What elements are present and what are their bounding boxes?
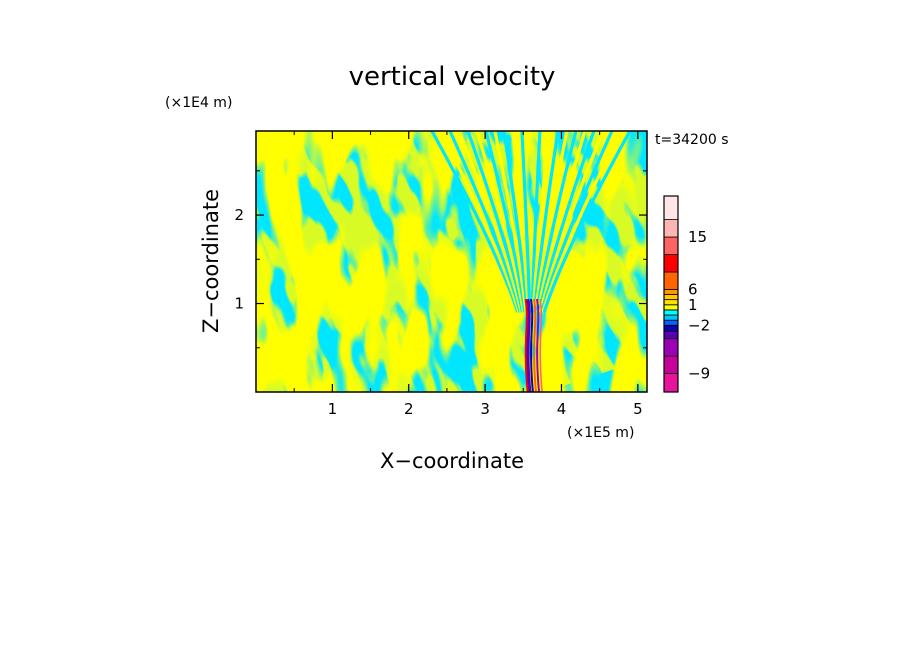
wave-stripe	[535, 131, 578, 313]
wave-core-line	[526, 298, 532, 392]
y-axis-title: Z−coordinate	[199, 189, 223, 333]
colorbar-band	[663, 314, 679, 321]
x-axis-title: X−coordinate	[380, 449, 524, 473]
y-unit-label: (×1E4 m)	[165, 95, 232, 111]
wave-stripe	[430, 131, 520, 313]
wave-stripe	[534, 131, 569, 313]
wave-stripe	[531, 131, 551, 313]
colorbar-band	[663, 299, 679, 306]
colorbar: −9 −2 16 15	[663, 195, 710, 393]
wave-core-line	[529, 298, 534, 392]
wave-stripe	[532, 131, 560, 313]
wave-stripe	[536, 131, 587, 313]
wave-stripe	[457, 131, 523, 313]
x-tick-label: 4	[557, 400, 567, 418]
x-unit-label: (×1E5 m)	[567, 425, 634, 441]
colorbar-frame	[663, 195, 679, 393]
wave-stripe	[542, 131, 632, 313]
colorbar-band	[663, 288, 679, 295]
wave-stripe	[493, 131, 528, 313]
colorbar-band	[663, 219, 679, 238]
wave-stripe	[484, 131, 527, 313]
x-tick-label: 3	[480, 400, 490, 418]
x-tick-label: 5	[633, 400, 643, 418]
colorbar-band	[663, 304, 679, 311]
colorbar-band	[663, 338, 679, 357]
axis-ticks: 1 2 3 4 5 1 2	[234, 131, 647, 418]
wave-stripe	[439, 131, 521, 313]
colorbar-band	[663, 294, 679, 301]
colorbar-label: −9	[688, 365, 710, 383]
wave-core-line	[524, 298, 529, 392]
colorbar-label: 15	[688, 228, 707, 246]
time-label: t=34200 s	[655, 132, 729, 148]
wave-stripe	[530, 131, 542, 313]
wave-stripe	[537, 131, 596, 313]
y-tick-label: 1	[234, 295, 244, 313]
contour-field	[256, 131, 647, 392]
field-positive-layer-tilted	[256, 131, 647, 392]
x-tick-label: 1	[328, 400, 338, 418]
colorbar-label: −2	[688, 316, 710, 334]
colorbar-band	[663, 254, 679, 273]
chart-title: vertical velocity	[349, 62, 556, 92]
colorbar-band	[663, 355, 679, 374]
colorbar-band	[663, 309, 679, 316]
wave-stripe	[502, 131, 529, 313]
colorbar-band	[663, 331, 679, 340]
wave-stripe	[448, 131, 522, 313]
y-tick-label: 2	[234, 206, 244, 224]
wave-stripe	[466, 131, 525, 313]
colorbar-band	[663, 236, 679, 255]
colorbar-band	[663, 271, 679, 290]
wave-stripe	[511, 131, 531, 313]
wave-stripe	[475, 131, 526, 313]
colorbar-label: 1	[688, 296, 698, 314]
wave-core-line	[532, 298, 537, 392]
x-tick-label: 2	[404, 400, 414, 418]
colorbar-band	[663, 195, 679, 221]
plot-frame	[255, 130, 648, 393]
wave-stripe	[520, 131, 532, 313]
colorbar-band	[663, 324, 679, 332]
wave-fan	[430, 131, 632, 313]
colorbar-label: 6	[688, 280, 698, 298]
colorbar-band	[663, 373, 679, 393]
wave-core	[524, 298, 543, 392]
wave-core-line	[536, 298, 541, 392]
colorbar-band	[663, 319, 679, 326]
wave-core-line	[539, 298, 543, 392]
